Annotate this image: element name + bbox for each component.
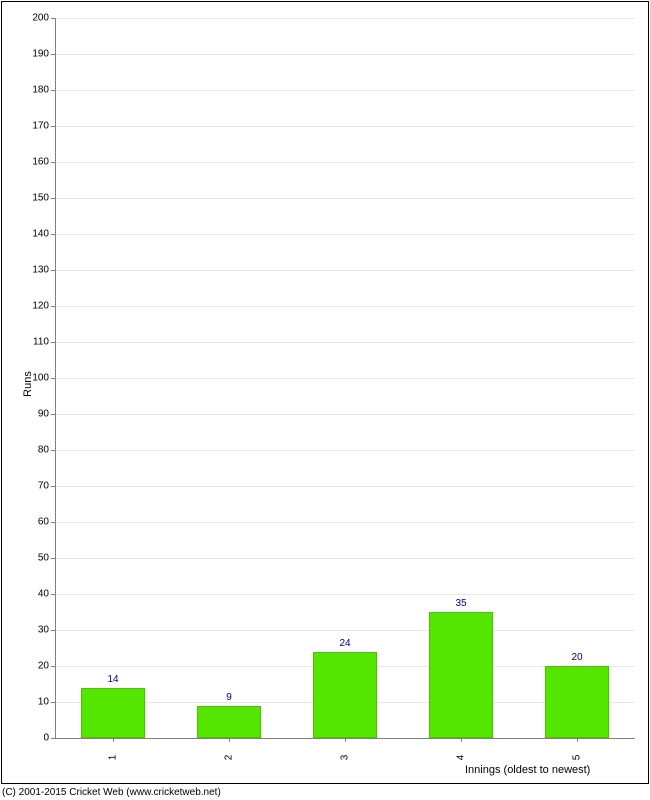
bar [429, 612, 493, 738]
x-tick-label: 5 [572, 755, 583, 761]
x-tick-mark [461, 738, 462, 742]
bar-value-label: 35 [455, 598, 466, 609]
x-tick-label: 1 [108, 755, 119, 761]
gridline [55, 522, 635, 523]
bar [81, 688, 145, 738]
gridline [55, 594, 635, 595]
y-axis-title: Runs [22, 371, 34, 397]
bar [313, 652, 377, 738]
bar [197, 706, 261, 738]
bar [545, 666, 609, 738]
gridline [55, 90, 635, 91]
gridline [55, 234, 635, 235]
gridline [55, 630, 635, 631]
x-tick-label: 4 [456, 755, 467, 761]
gridline [55, 270, 635, 271]
gridline [55, 162, 635, 163]
x-axis-title: Innings (oldest to newest) [465, 764, 590, 776]
plot-area: 0102030405060708090100110120130140150160… [55, 18, 635, 738]
gridline [55, 378, 635, 379]
gridline [55, 450, 635, 451]
gridline [55, 414, 635, 415]
gridline [55, 306, 635, 307]
y-axis-line [55, 18, 56, 738]
x-tick-mark [229, 738, 230, 742]
gridline [55, 126, 635, 127]
x-tick-label: 2 [224, 755, 235, 761]
gridline [55, 558, 635, 559]
x-tick-mark [113, 738, 114, 742]
gridline [55, 342, 635, 343]
bar-value-label: 20 [571, 652, 582, 663]
gridline [55, 54, 635, 55]
x-tick-label: 3 [340, 755, 351, 761]
bar-value-label: 24 [339, 638, 350, 649]
gridline [55, 198, 635, 199]
gridline [55, 486, 635, 487]
bar-value-label: 9 [226, 692, 232, 703]
x-tick-mark [345, 738, 346, 742]
bar-value-label: 14 [107, 674, 118, 685]
gridline [55, 18, 635, 19]
x-tick-mark [577, 738, 578, 742]
copyright-text: (C) 2001-2015 Cricket Web (www.cricketwe… [2, 787, 221, 798]
chart-container: 0102030405060708090100110120130140150160… [0, 0, 650, 800]
